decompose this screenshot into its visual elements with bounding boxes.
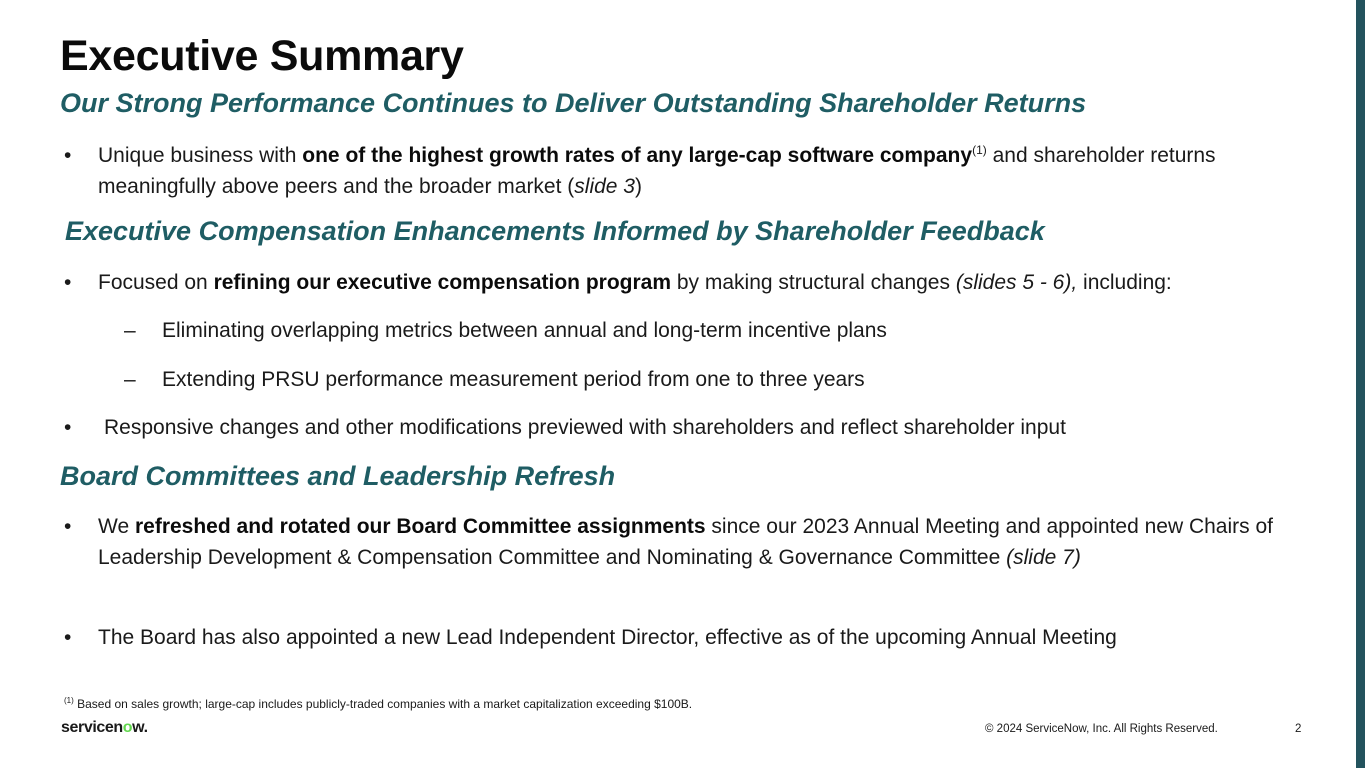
dash-marker: – [124,319,136,342]
footnote: (1) Based on sales growth; large-cap inc… [64,696,693,712]
bullet-lead-director: • The Board has also appointed a new Lea… [64,622,1334,653]
bullet-compensation: • Focused on refining our executive comp… [64,267,1334,298]
bullet-dot: • [64,626,72,649]
sub-bullet-metrics: – Eliminating overlapping metrics betwee… [124,315,1224,346]
dash-marker: – [124,368,136,391]
bullet-text: Unique business with one of the highest … [98,143,1216,198]
bullet-dot: • [64,144,72,167]
side-accent-bar [1356,0,1365,768]
bullet-text: We refreshed and rotated our Board Commi… [98,515,1273,569]
bullet-text: Focused on refining our executive compen… [98,271,1172,294]
bullet-text: Responsive changes and other modificatio… [104,416,1066,439]
section-heading-compensation: Executive Compensation Enhancements Info… [65,216,1045,246]
servicenow-logo: servicenow. [61,719,148,736]
section-heading-performance: Our Strong Performance Continues to Deli… [60,88,1087,118]
sub-bullet-text: Eliminating overlapping metrics between … [162,319,887,342]
bullet-growth: • Unique business with one of the highes… [64,140,1334,202]
sub-bullet-prsu: – Extending PRSU performance measurement… [124,364,1224,395]
bullet-dot: • [64,515,72,538]
page-number: 2 [1295,723,1302,735]
bullet-board-refresh: • We refreshed and rotated our Board Com… [64,511,1334,604]
copyright-notice: © 2024 ServiceNow, Inc. All Rights Reser… [985,723,1218,735]
bullet-text: The Board has also appointed a new Lead … [98,626,1117,649]
sub-bullet-text: Extending PRSU performance measurement p… [162,368,865,391]
bullet-dot: • [64,416,72,439]
page-title: Executive Summary [60,32,464,80]
bullet-dot: • [64,271,72,294]
section-heading-board: Board Committees and Leadership Refresh [60,461,616,491]
bullet-responsive: • Responsive changes and other modificat… [64,412,1334,443]
